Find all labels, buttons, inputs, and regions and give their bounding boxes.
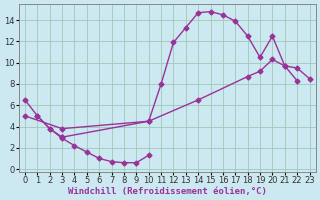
X-axis label: Windchill (Refroidissement éolien,°C): Windchill (Refroidissement éolien,°C): [68, 187, 267, 196]
